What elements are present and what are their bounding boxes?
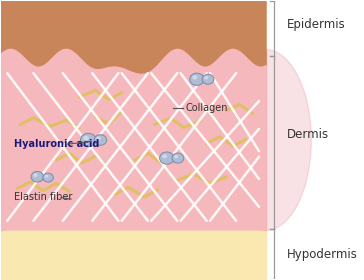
Text: Dermis: Dermis <box>287 128 329 141</box>
Circle shape <box>162 154 167 158</box>
Circle shape <box>172 153 184 163</box>
Circle shape <box>43 173 54 182</box>
Circle shape <box>31 171 44 182</box>
Text: Epidermis: Epidermis <box>287 18 345 31</box>
Circle shape <box>202 74 214 84</box>
Circle shape <box>192 75 197 80</box>
Circle shape <box>45 175 48 178</box>
Circle shape <box>80 133 96 147</box>
Circle shape <box>33 173 37 177</box>
Text: Collagen: Collagen <box>185 103 228 113</box>
Circle shape <box>190 73 204 85</box>
Text: Elastin fiber: Elastin fiber <box>14 192 72 202</box>
Text: Hyaluronic acid: Hyaluronic acid <box>14 139 99 149</box>
Ellipse shape <box>220 50 311 230</box>
Circle shape <box>94 135 107 145</box>
Circle shape <box>160 152 174 164</box>
Circle shape <box>204 76 208 80</box>
Ellipse shape <box>0 50 47 230</box>
Circle shape <box>174 155 178 158</box>
Circle shape <box>96 137 101 140</box>
Text: Hypodermis: Hypodermis <box>287 248 358 261</box>
Circle shape <box>83 136 89 140</box>
